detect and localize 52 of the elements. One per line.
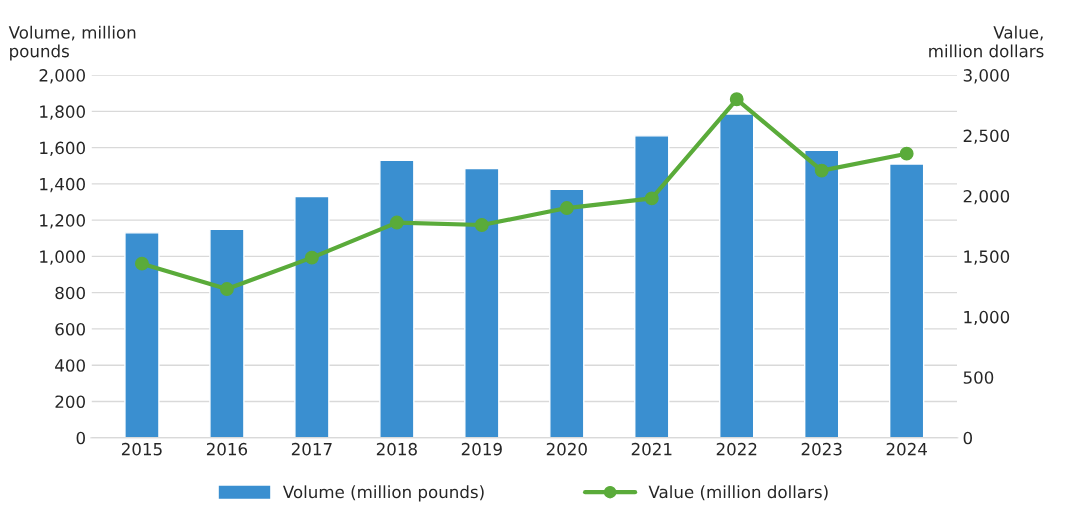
bar bbox=[124, 232, 160, 438]
y2-tick-label: 0 bbox=[963, 431, 973, 445]
x-tick-label: 2022 bbox=[716, 442, 757, 456]
y-tick-label: 1,200 bbox=[40, 214, 85, 229]
y-tick-label: 200 bbox=[55, 395, 85, 409]
y-axis-title: Volume, million pounds bbox=[8, 25, 136, 61]
point bbox=[474, 218, 489, 232]
y-tick-label: 600 bbox=[55, 322, 85, 336]
bar bbox=[634, 135, 670, 438]
x-tick-label: 2024 bbox=[886, 442, 927, 456]
x-tick-label: 2021 bbox=[631, 442, 672, 456]
y2-tick-label: 1,000 bbox=[964, 310, 1010, 326]
y2-tick-label: 2,000 bbox=[963, 189, 1010, 205]
bar bbox=[804, 149, 840, 438]
point bbox=[134, 256, 149, 271]
x-tick-label: 2020 bbox=[546, 442, 587, 456]
y2-axis-title: Value, million dollars bbox=[929, 25, 1044, 58]
point bbox=[644, 191, 659, 206]
y-tick-label: 400 bbox=[55, 359, 85, 372]
x-tick-label: 2017 bbox=[291, 442, 332, 456]
point bbox=[389, 215, 404, 230]
point bbox=[219, 282, 234, 296]
point bbox=[304, 250, 319, 265]
bar bbox=[719, 113, 755, 438]
y-tick-label: 2,000 bbox=[39, 69, 85, 84]
y2-tick-label: 3,000 bbox=[963, 69, 1010, 84]
bar bbox=[209, 228, 245, 438]
x-tick-label: 2018 bbox=[376, 442, 417, 456]
y2-tick-label: 1,500 bbox=[964, 250, 1010, 265]
point bbox=[814, 163, 829, 178]
x-tick-label: 2019 bbox=[461, 442, 502, 456]
bar bbox=[888, 163, 925, 438]
x-tick-label: 2023 bbox=[801, 442, 842, 456]
bar bbox=[379, 159, 415, 438]
legend-label: Value (million dollars) bbox=[648, 485, 828, 501]
x-tick-label: 2015 bbox=[121, 442, 162, 456]
y-tick-label: 1,800 bbox=[40, 105, 85, 120]
y-tick-label: 800 bbox=[55, 286, 85, 300]
y-tick-label: 1,600 bbox=[40, 141, 85, 156]
y-tick-label: 1,400 bbox=[40, 177, 85, 193]
point bbox=[559, 201, 574, 216]
point bbox=[729, 92, 744, 107]
y2-tick-label: 2,500 bbox=[963, 129, 1010, 144]
legend-label: Volume (million pounds) bbox=[282, 485, 484, 502]
y-tick-label: 0 bbox=[76, 431, 85, 445]
point bbox=[899, 146, 914, 161]
y2-tick-label: 500 bbox=[963, 371, 994, 384]
bar bbox=[464, 167, 500, 438]
bar bbox=[294, 195, 330, 438]
bar bbox=[549, 188, 585, 438]
x-tick-label: 2016 bbox=[206, 442, 248, 456]
y-tick-label: 1,000 bbox=[40, 250, 85, 265]
